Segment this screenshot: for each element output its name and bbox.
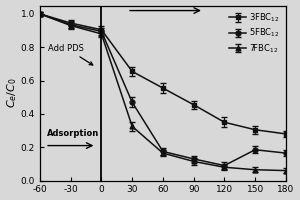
Y-axis label: $C_e/C_0$: $C_e/C_0$ — [6, 78, 20, 108]
Legend: 3FBC$_{12}$, 5FBC$_{12}$, 7FBC$_{12}$: 3FBC$_{12}$, 5FBC$_{12}$, 7FBC$_{12}$ — [228, 10, 282, 56]
Text: Add PDS: Add PDS — [48, 44, 93, 65]
Text: Adsorption: Adsorption — [47, 129, 99, 138]
